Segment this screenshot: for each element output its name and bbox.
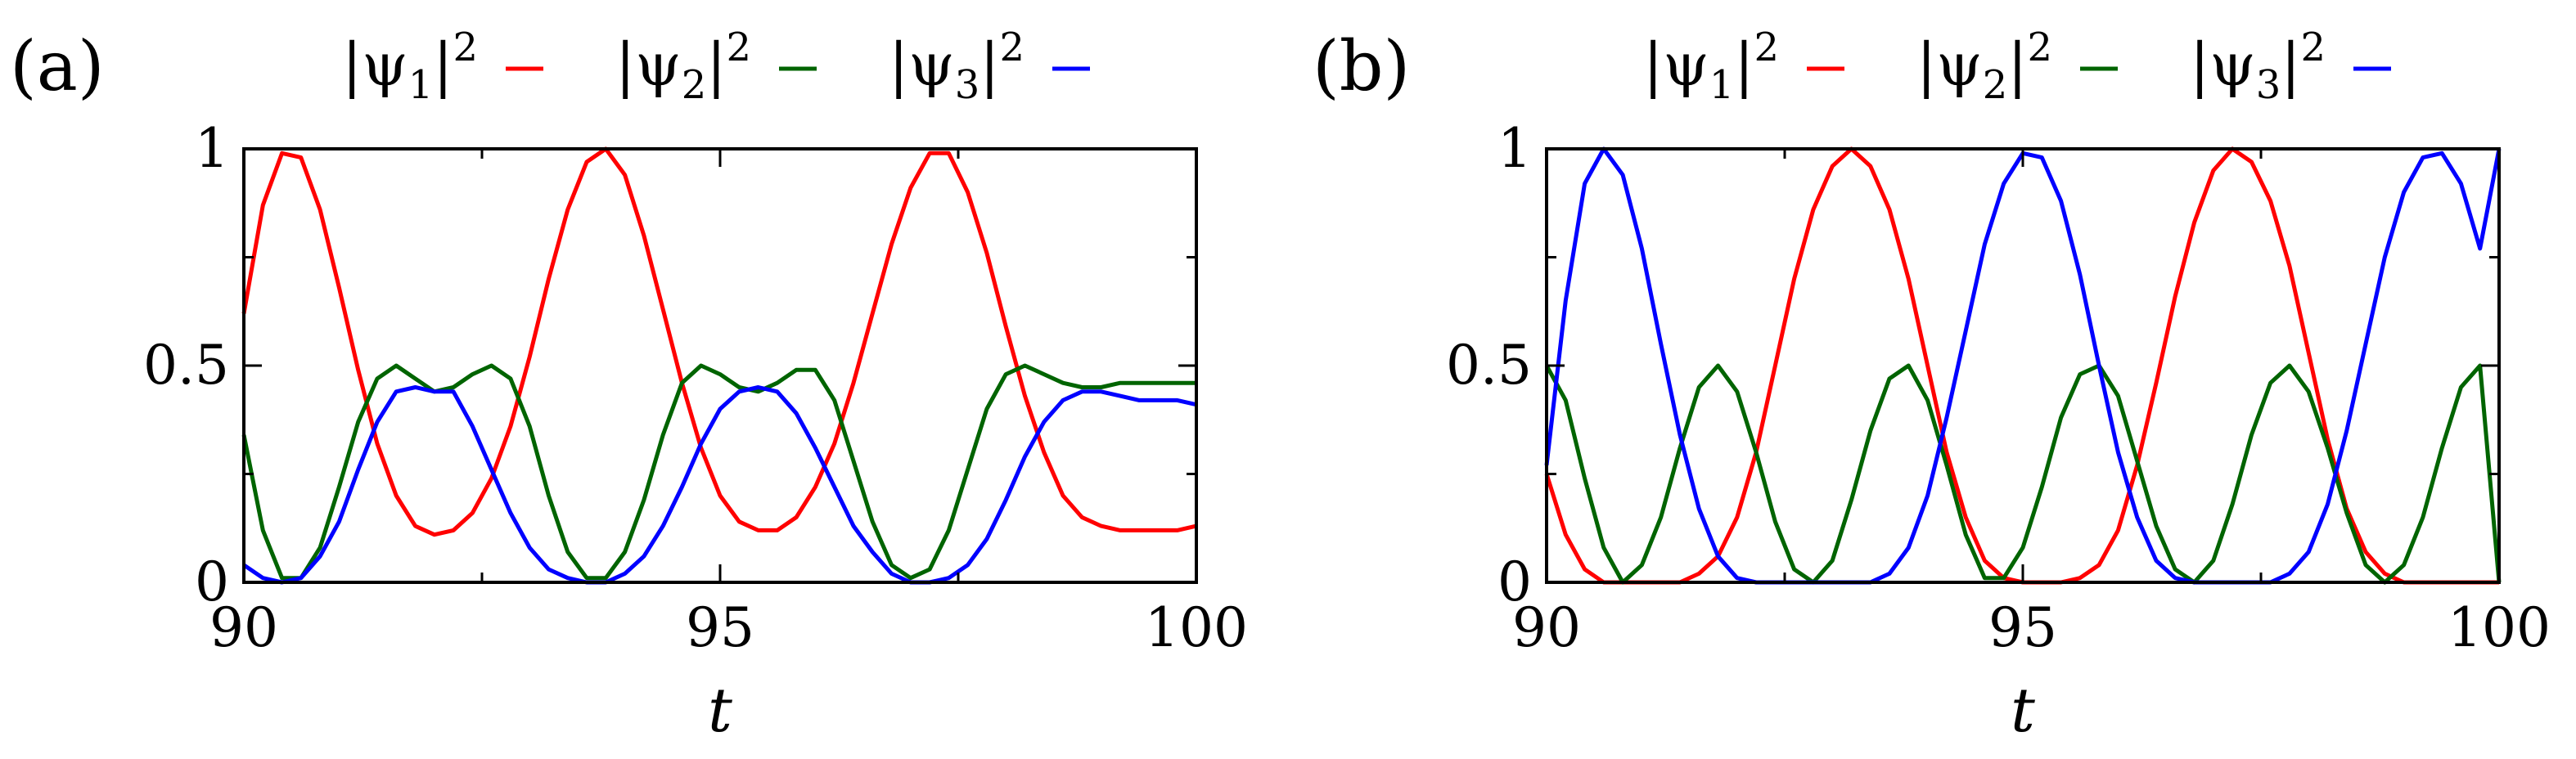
plot-frame: [242, 147, 1198, 584]
y-tick-label: 1: [195, 117, 229, 180]
series-line-psi1: [241, 146, 1197, 537]
panel-a: (a) 0 0.5 1 90 95 100 t |ψ1|2 |ψ2|2 |ψ3|2: [10, 25, 1248, 746]
y-tick-label: 0: [1497, 550, 1532, 613]
x-tick-label: 100: [2448, 596, 2551, 659]
series-line-psi2: [241, 363, 1196, 581]
series-line-psi1: [1544, 146, 2499, 585]
legend-label-psi1: |ψ1|2: [1643, 25, 1779, 108]
legend-label-psi3: |ψ3|2: [2190, 25, 2326, 108]
x-tick-label: 90: [1512, 596, 1581, 659]
legend-label-psi2: |ψ2|2: [615, 25, 751, 108]
panel-label: (a): [10, 26, 105, 106]
series-line-psi3: [242, 385, 1197, 585]
y-tick-label: 1: [1497, 117, 1532, 180]
plot-frame: [1545, 147, 2501, 584]
x-tick-label: 95: [1988, 596, 2057, 659]
legend-label-psi2: |ψ2|2: [1916, 25, 2052, 108]
y-tick-label: 0.5: [1446, 334, 1532, 397]
panel-b: (b) 0 0.5 1 90 95 100 t |ψ1|2 |ψ2|2 |ψ3|2: [1313, 25, 2551, 746]
y-tick-label: 0: [195, 550, 229, 613]
series-line-psi2: [1544, 363, 2502, 585]
x-tick-label: 90: [209, 596, 278, 659]
series-line-psi3: [1544, 146, 2502, 585]
y-tick-label: 0.5: [143, 334, 229, 397]
panel-label: (b): [1313, 26, 1410, 106]
x-tick-label: 100: [1145, 596, 1248, 659]
x-axis-title: t: [708, 676, 732, 746]
legend-label-psi1: |ψ1|2: [342, 25, 478, 108]
x-axis-title: t: [2011, 676, 2035, 746]
legend-label-psi3: |ψ3|2: [889, 25, 1025, 108]
x-tick-label: 95: [686, 596, 754, 659]
